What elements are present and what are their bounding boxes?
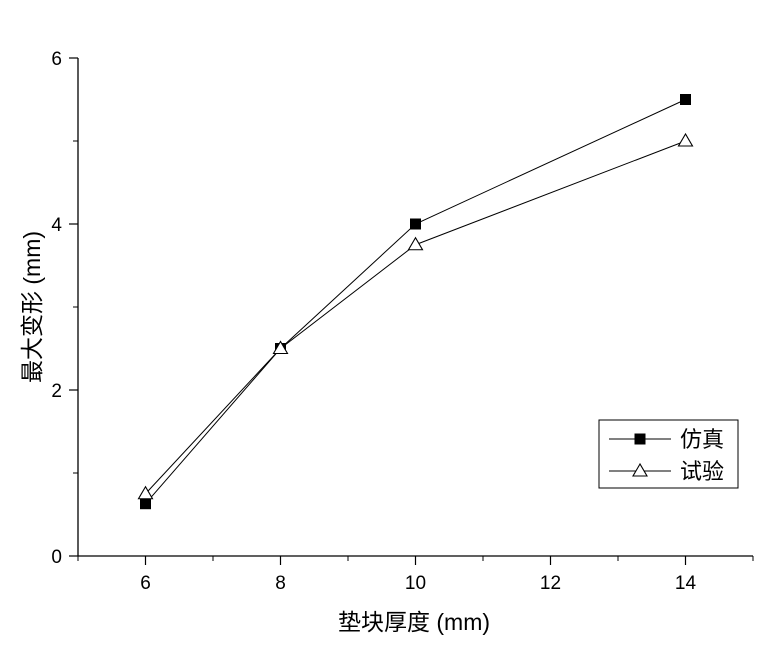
series-2-line (145, 140, 686, 495)
x-tick-label: 12 (540, 573, 561, 594)
x-tick-label: 6 (140, 573, 151, 594)
x-tick-label: 10 (405, 573, 426, 594)
x-tick-label: 14 (675, 573, 697, 594)
x-axis-title: 垫块厚度 (mm) (338, 609, 490, 635)
y-tick-label: 2 (51, 381, 62, 402)
series-2-point (677, 132, 694, 147)
legend-marker-series-1 (634, 433, 646, 445)
series-1-line (145, 99, 686, 505)
chart-legend: 仿真 试验 (598, 419, 739, 489)
series-2-point (272, 340, 289, 355)
series-1-point (410, 218, 421, 230)
series-2-point (137, 485, 154, 500)
legend-label-series-1: 仿真 (680, 427, 724, 452)
y-axis-title: 最大变形 (mm) (19, 231, 45, 383)
series-1-point (140, 498, 151, 510)
x-tick-label: 8 (275, 573, 286, 594)
y-tick-label: 4 (51, 215, 62, 236)
y-tick-label: 0 (51, 547, 62, 568)
legend-label-series-2: 试验 (680, 459, 724, 484)
series-2-point (407, 236, 424, 251)
y-tick-label: 6 (51, 49, 62, 70)
legend-box (598, 419, 739, 489)
series-1-point (680, 94, 691, 105)
chart-series (137, 94, 694, 510)
chart-ticks: 6 8 10 12 14 0 2 4 6 (51, 49, 754, 594)
legend-marker-series-2 (632, 462, 648, 477)
